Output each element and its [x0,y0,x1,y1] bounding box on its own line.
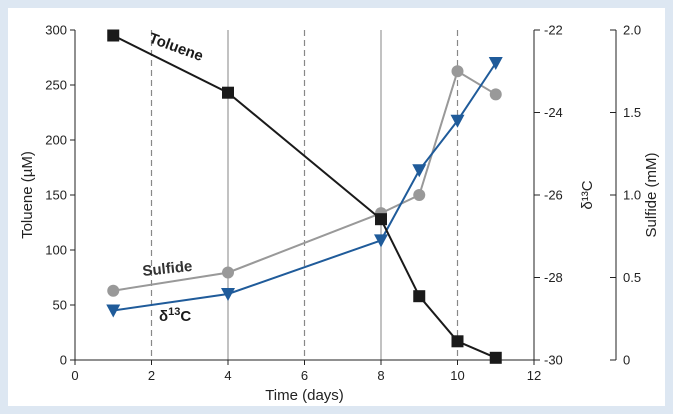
x-axis-title: Time (days) [265,387,344,404]
left-axis-tick-label: 300 [45,23,67,38]
delta13c-axis-tick-label: -26 [544,188,563,203]
delta13c-axis-tick-label: -30 [544,353,563,368]
x-axis-tick-label: 6 [301,368,308,383]
delta13c-series-line [113,62,497,312]
x-axis-tick-label: 4 [224,368,231,383]
delta13c-point [221,288,235,301]
sulfide-point [107,284,120,297]
delta13c-axis-tick-label: -22 [544,23,563,38]
x-axis-tick-label: 2 [148,368,155,383]
toluene-point [222,86,234,99]
delta13c-axis-tick-label: -24 [544,105,563,120]
sulfide-axis-tick-label: 1.5 [623,105,641,120]
sulfide-point [451,65,464,78]
toluene-series-line [112,34,497,359]
x-axis-tick-label: 0 [71,368,78,383]
delta13c-point [450,114,465,128]
toluene-series-label: Toluene [147,30,206,65]
left-axis-tick-label: 200 [45,133,67,148]
left-axis-tick-label: 0 [60,353,67,368]
left-axis-tick-label: 150 [45,188,67,203]
delta13c-point [412,164,427,178]
sulfide-series-label: Sulfide [142,258,194,280]
sulfide-axis-tick-label: 0 [623,353,630,368]
toluene-point [375,213,387,226]
chart: 0 50 100 150 200 250 300 Toluene (µM) 0 2 4 6 8 10 12 T… [19,23,660,405]
delta13c-axis-tick-label: -28 [544,270,563,285]
delta13c-point [488,57,503,70]
left-axis-tick-label: 250 [45,78,67,93]
toluene-point [451,335,464,348]
sulfide-axis-title: Sulfide (mM) [643,152,660,237]
sulfide-axis-tick-label: 2.0 [623,23,641,38]
delta13c-point [374,234,388,248]
sulfide-point [222,266,234,279]
toluene-point [413,290,426,303]
sulfide-axis-tick-label: 1.0 [623,188,641,203]
sulfide-point [413,189,426,201]
delta13c-series-label: δ13C [159,306,191,325]
left-axis-tick-label: 100 [45,243,67,258]
toluene-point [107,29,120,42]
x-axis-tick-label: 8 [377,368,384,383]
toluene-point [489,351,502,364]
delta13c-point [106,304,121,318]
x-axis-tick-label: 12 [527,368,541,383]
x-axis-tick-label: 10 [450,368,464,383]
chart-frame: 0 50 100 150 200 250 300 Toluene (µM) 0 2 4 6 8 10 12 T… [8,8,665,406]
sulfide-point [489,88,502,101]
left-axis-title: Toluene (µM) [19,151,36,239]
sulfide-axis-tick-label: 0.5 [623,270,641,285]
delta13c-axis-title: δ¹³C [579,180,596,209]
left-axis-tick-label: 50 [53,298,67,313]
